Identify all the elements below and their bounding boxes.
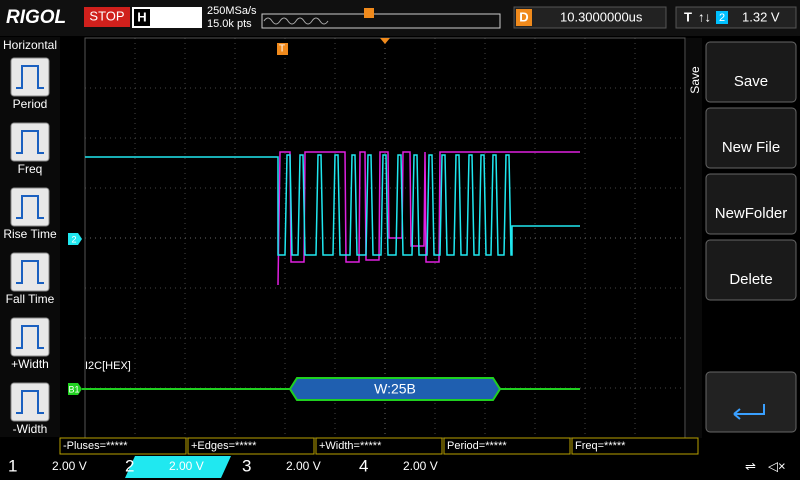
menu-icon-glyph: [16, 65, 44, 89]
bus-marker: B1: [68, 384, 79, 394]
trigger-label: T: [684, 9, 692, 24]
menu-button-label[interactable]: Delete: [729, 271, 772, 288]
menu-button-label[interactable]: Save: [734, 73, 768, 90]
left-menu-title: Horizontal: [3, 38, 57, 52]
grid: [85, 38, 685, 438]
right-menu-strip: [686, 38, 702, 438]
measurement: +Edges=*****: [191, 440, 257, 452]
measure-cell: [59, 437, 187, 455]
right-menu-title: Save: [688, 66, 702, 94]
menu-button-label[interactable]: New File: [722, 139, 780, 156]
menu-item-label[interactable]: Freq: [18, 162, 43, 176]
menu-icon[interactable]: [10, 187, 50, 227]
channel-number[interactable]: 3: [242, 456, 251, 475]
measurement: Period=*****: [447, 440, 507, 452]
menu-button[interactable]: [705, 239, 797, 301]
measurement-bar: -Pluses=***** +Edges=***** +Width=***** Per…: [59, 437, 699, 455]
delay-label-box: [516, 9, 532, 26]
channel-number[interactable]: 4: [359, 456, 368, 475]
decode-title: I2C[HEX]: [85, 360, 131, 372]
trigger-marker: T: [279, 44, 285, 55]
channel-number[interactable]: 1: [8, 456, 17, 475]
menu-button-label[interactable]: NewFolder: [715, 205, 788, 222]
memory-wave: [263, 17, 329, 25]
menu-icon-glyph: [16, 195, 44, 219]
bus-marker-box: [68, 383, 82, 395]
measurement: +Width=*****: [319, 440, 382, 452]
sample-rate: 250MSa/s: [207, 5, 257, 17]
menu-icon-glyph: [16, 325, 44, 349]
right-menu-items: Save New File NewFolder Delete: [705, 41, 797, 301]
usb-icon: ⇌: [745, 458, 756, 473]
decode-packet: W:25B: [374, 381, 416, 397]
menu-button[interactable]: [705, 107, 797, 169]
delay-label: D: [519, 9, 528, 24]
menu-button[interactable]: [705, 173, 797, 235]
mute-icon: ◁×: [768, 458, 786, 473]
menu-item-label[interactable]: Period: [13, 97, 48, 111]
trigger-source-box: [716, 11, 728, 24]
menu-item-label[interactable]: +Width: [11, 357, 49, 371]
measure-cell: [443, 437, 571, 455]
timebase[interactable]: 5.00us: [157, 9, 197, 24]
measure-cell: [315, 437, 443, 455]
channel-marker: 2: [71, 234, 76, 244]
trigger-marker-box: [277, 43, 288, 55]
menu-icon[interactable]: [10, 57, 50, 97]
delay-box: [513, 6, 667, 29]
menu-icon[interactable]: [10, 122, 50, 162]
decode-packet-box: [288, 377, 502, 401]
return-button[interactable]: [705, 371, 797, 433]
measurement: Freq=*****: [575, 440, 626, 452]
channel-marker-box: [68, 233, 82, 245]
menu-item-label[interactable]: -Width: [13, 422, 48, 436]
center-marker: [380, 38, 390, 44]
menu-icon-glyph: [16, 390, 44, 414]
measure-cell: [571, 437, 699, 455]
menu-icon[interactable]: [10, 252, 50, 292]
menu-button[interactable]: [705, 41, 797, 103]
measure-cell: [187, 437, 315, 455]
channel-scale[interactable]: 2.00 V: [403, 459, 438, 473]
menu-icon[interactable]: [10, 382, 50, 422]
run-status[interactable]: STOP: [89, 8, 124, 23]
menu-icon[interactable]: [10, 317, 50, 357]
channel-active-bg: [125, 456, 231, 478]
trigger-level[interactable]: 1.32 V: [742, 9, 780, 24]
trigger-source: 2: [719, 12, 725, 24]
trigger-box: [675, 6, 797, 29]
menu-item-label[interactable]: Rise Time: [3, 227, 57, 241]
left-menu: [0, 37, 60, 437]
status-badge: [84, 7, 130, 27]
menu-icon-glyph: [16, 260, 44, 284]
menu-icon-glyph: [16, 130, 44, 154]
timebase-label: H: [137, 9, 146, 24]
left-menu-items: Period Freq Rise Time Fall Time +Width -Width: [3, 57, 57, 436]
measurement: -Pluses=*****: [63, 440, 128, 452]
channel-scale[interactable]: 2.00 V: [169, 459, 204, 473]
timebase-label-box: [134, 9, 150, 26]
channel-2-trace: [85, 154, 580, 256]
menu-item-label[interactable]: Fall Time: [6, 292, 55, 306]
memory-bar: [261, 13, 501, 29]
channel-bar: 1 2.00 V 2 2.00 V 3 2.00 V 4 2.00 V: [8, 456, 438, 478]
trigger-pos-marker: [364, 8, 374, 18]
delay[interactable]: 10.3000000us: [560, 9, 643, 24]
trigger-slope: ↑↓: [698, 9, 711, 24]
channel-number[interactable]: 2: [125, 456, 134, 475]
memory-depth: 15.0k pts: [207, 18, 252, 30]
channel-scale[interactable]: 2.00 V: [286, 459, 321, 473]
brand: RIGOL: [6, 7, 66, 28]
return-icon: [733, 404, 765, 420]
channel-scale[interactable]: 2.00 V: [52, 459, 87, 473]
